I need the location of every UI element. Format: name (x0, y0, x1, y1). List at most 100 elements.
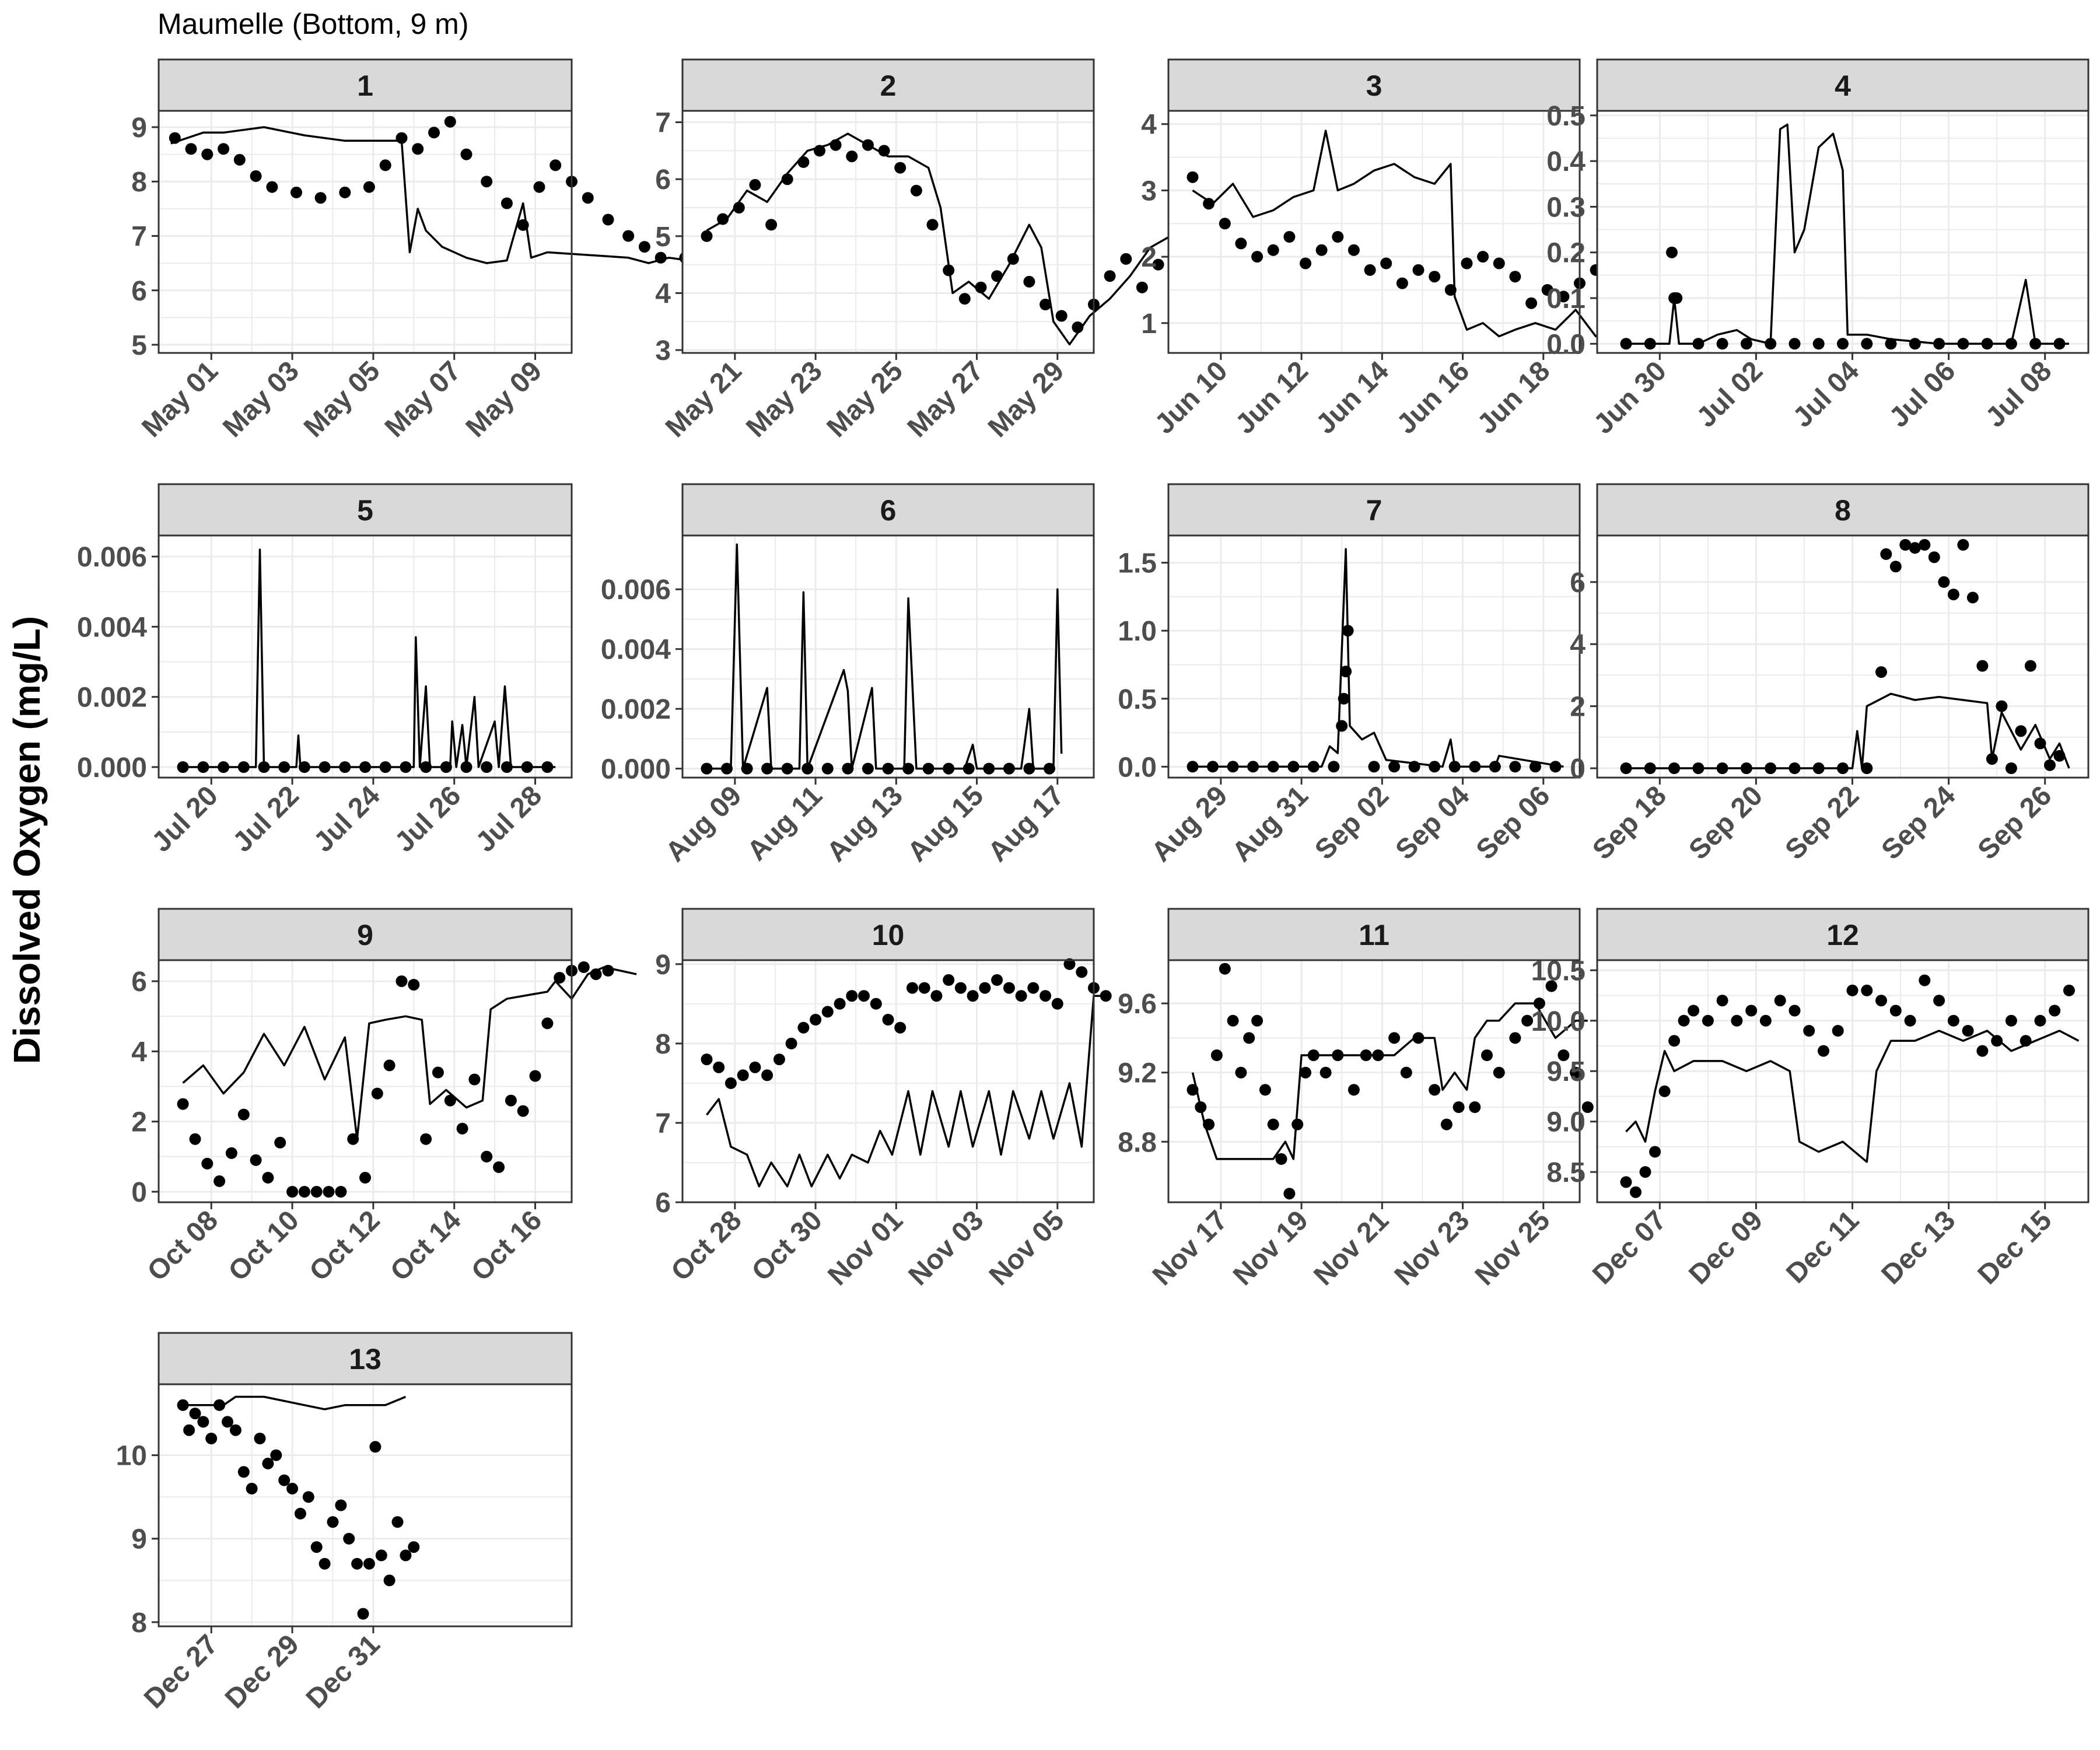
data-point (1408, 761, 1420, 773)
y-tick-label: 6 (655, 164, 671, 195)
y-tick-label: 7 (655, 108, 671, 139)
data-point (335, 1186, 347, 1198)
data-point (1668, 1035, 1681, 1047)
y-tick-label: 8.8 (1118, 1127, 1157, 1158)
facet-strip (158, 908, 573, 961)
data-point (1630, 1186, 1642, 1198)
data-point (1307, 761, 1320, 773)
facet-strip (681, 58, 1095, 112)
data-point (2053, 338, 2066, 350)
data-point (1976, 1045, 1989, 1057)
data-point (1702, 1014, 1714, 1027)
data-point (371, 1087, 383, 1100)
data-point (1342, 625, 1354, 637)
data-point (1104, 270, 1116, 282)
data-point (1716, 995, 1728, 1007)
data-point (214, 1399, 226, 1411)
data-point (339, 186, 351, 198)
data-point (858, 990, 870, 1002)
data-point (979, 982, 991, 994)
data-point (1072, 321, 1084, 334)
data-point (335, 1499, 347, 1511)
data-point (882, 762, 894, 775)
facet-strip (158, 58, 573, 112)
panel-border (1596, 959, 2090, 1203)
data-point (1541, 284, 1553, 296)
data-point (1521, 1014, 1534, 1027)
facet-label: 9 (357, 919, 373, 951)
y-tick-label: 4 (655, 278, 671, 309)
data-point (189, 1408, 201, 1420)
data-point (1947, 1014, 1959, 1027)
data-point (1644, 762, 1656, 774)
data-point (1235, 237, 1247, 250)
panel-border (158, 110, 573, 354)
y-tick-label: 7 (655, 1108, 671, 1139)
data-point (517, 1105, 529, 1117)
y-tick-label: 4 (1570, 629, 1586, 660)
data-point (1469, 1101, 1481, 1113)
data-point (1933, 995, 1945, 1007)
data-point (2063, 984, 2075, 996)
data-point (1023, 275, 1035, 288)
data-point (1861, 338, 1873, 350)
data-point (2015, 725, 2027, 737)
data-point (1015, 990, 1027, 1002)
data-point (1957, 539, 1969, 551)
panel-background (682, 960, 1094, 1202)
facet-label: 10 (872, 919, 905, 951)
data-point (1251, 1014, 1264, 1027)
data-point (1348, 1084, 1360, 1096)
data-point (954, 982, 967, 994)
data-point (1396, 277, 1408, 289)
data-point (1332, 1049, 1344, 1061)
data-point (1731, 1014, 1743, 1027)
data-point (379, 159, 391, 172)
data-point (1812, 338, 1825, 350)
data-point (1452, 1101, 1465, 1113)
data-point (1837, 338, 1849, 350)
data-point (420, 1133, 432, 1145)
data-point (1976, 660, 1989, 672)
data-point (1962, 1025, 1974, 1037)
data-point (1832, 1025, 1844, 1037)
data-point (1328, 761, 1340, 773)
data-point (1040, 299, 1052, 310)
panel-border (158, 1383, 573, 1628)
data-point (902, 762, 915, 775)
panel-border (1167, 534, 1581, 779)
data-point (1300, 257, 1311, 270)
data-point (701, 230, 713, 242)
data-point (1919, 539, 1931, 551)
y-tick-label: 9.2 (1118, 1058, 1157, 1089)
data-point (314, 192, 327, 204)
data-point (1666, 246, 1678, 258)
facet-strip (1167, 908, 1581, 961)
data-point (1481, 1049, 1493, 1061)
data-point (460, 148, 473, 160)
data-point (1765, 338, 1777, 350)
facet-label: 3 (1366, 69, 1382, 102)
y-tick-label: 3 (655, 335, 671, 366)
data-point (218, 143, 230, 155)
data-point (1186, 1084, 1199, 1096)
data-point (278, 1474, 290, 1486)
data-point (1027, 982, 1040, 994)
data-point (602, 214, 614, 226)
y-tick-label: 0.000 (601, 754, 671, 785)
data-point (602, 965, 614, 977)
data-point (1003, 982, 1015, 994)
data-point (550, 159, 562, 172)
y-tick-label: 0.004 (601, 635, 671, 666)
data-point (701, 1054, 713, 1066)
facet-strip (1167, 483, 1581, 537)
facet-strip (158, 483, 573, 537)
data-point (1880, 548, 1892, 560)
data-point (351, 1558, 363, 1570)
data-point (2053, 750, 2066, 762)
data-point (1919, 974, 1931, 986)
data-point (440, 761, 452, 773)
y-tick-label: 1 (1141, 309, 1157, 340)
